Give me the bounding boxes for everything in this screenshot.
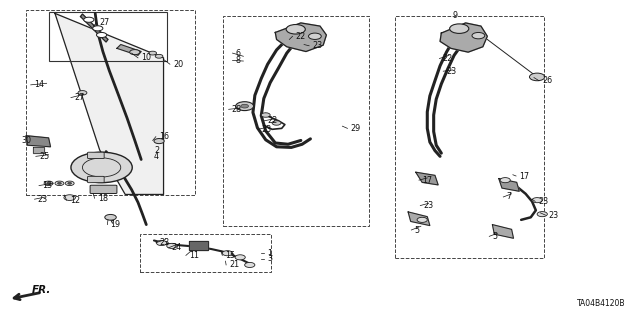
Circle shape <box>55 181 64 186</box>
Polygon shape <box>26 136 51 147</box>
Circle shape <box>272 121 281 125</box>
Text: 23: 23 <box>447 67 456 76</box>
Text: 28: 28 <box>232 105 242 114</box>
Circle shape <box>500 178 510 183</box>
Text: 23: 23 <box>312 41 323 50</box>
Circle shape <box>65 181 74 186</box>
Text: 3: 3 <box>268 254 273 263</box>
Text: 23: 23 <box>424 201 433 210</box>
Circle shape <box>450 24 468 33</box>
Circle shape <box>235 255 245 260</box>
FancyBboxPatch shape <box>88 176 104 183</box>
Circle shape <box>472 33 484 39</box>
Circle shape <box>149 51 157 55</box>
Text: FR.: FR. <box>31 286 51 295</box>
Text: 24: 24 <box>172 243 182 252</box>
Text: 19: 19 <box>111 220 121 229</box>
Text: 5: 5 <box>492 232 497 241</box>
Circle shape <box>244 263 255 268</box>
Text: 1: 1 <box>268 249 273 258</box>
Circle shape <box>130 50 140 55</box>
Text: TA04B4120B: TA04B4120B <box>577 299 625 308</box>
Circle shape <box>58 182 61 184</box>
Circle shape <box>84 17 94 22</box>
Text: 8: 8 <box>236 56 241 65</box>
Text: 12: 12 <box>70 196 80 205</box>
Circle shape <box>167 243 177 249</box>
Circle shape <box>156 54 163 58</box>
Text: 23: 23 <box>261 125 271 134</box>
Circle shape <box>78 91 87 95</box>
Text: 4: 4 <box>154 152 159 161</box>
Text: 14: 14 <box>34 80 44 89</box>
Text: 21: 21 <box>229 260 239 270</box>
Circle shape <box>105 214 116 220</box>
Text: 26: 26 <box>542 76 552 85</box>
Circle shape <box>93 26 103 31</box>
Polygon shape <box>55 13 164 195</box>
Circle shape <box>529 73 545 81</box>
Bar <box>49 12 167 61</box>
Circle shape <box>68 182 72 184</box>
Polygon shape <box>33 147 44 153</box>
Circle shape <box>241 104 248 108</box>
Text: 27: 27 <box>100 19 110 27</box>
Text: 5: 5 <box>415 226 420 234</box>
Circle shape <box>417 217 428 222</box>
Text: 17: 17 <box>422 176 432 185</box>
Text: 23: 23 <box>548 211 559 219</box>
Text: 23: 23 <box>538 197 548 206</box>
Text: 30: 30 <box>21 136 31 145</box>
Text: 9: 9 <box>453 11 458 20</box>
Polygon shape <box>416 172 438 185</box>
Text: 22: 22 <box>443 54 453 63</box>
Polygon shape <box>492 225 513 238</box>
Text: 18: 18 <box>98 194 108 203</box>
Text: 22: 22 <box>296 32 306 41</box>
Text: 20: 20 <box>173 60 183 69</box>
Text: 25: 25 <box>39 152 49 161</box>
Text: 16: 16 <box>159 132 169 141</box>
Circle shape <box>222 251 232 256</box>
Bar <box>140 234 271 272</box>
Text: 7: 7 <box>506 192 511 202</box>
Circle shape <box>286 25 305 34</box>
Text: 15: 15 <box>225 251 236 260</box>
Polygon shape <box>117 45 141 55</box>
FancyBboxPatch shape <box>90 185 117 194</box>
Text: 13: 13 <box>42 181 52 190</box>
Circle shape <box>236 102 253 111</box>
Circle shape <box>44 181 53 186</box>
Circle shape <box>97 33 107 38</box>
Polygon shape <box>499 179 519 191</box>
Text: 2: 2 <box>154 146 159 155</box>
Text: 22: 22 <box>268 116 278 125</box>
Polygon shape <box>440 23 487 52</box>
Circle shape <box>537 211 547 217</box>
Bar <box>26 10 195 195</box>
Bar <box>223 16 369 226</box>
Circle shape <box>64 195 76 200</box>
Circle shape <box>47 182 51 184</box>
Text: 23: 23 <box>38 195 48 204</box>
Circle shape <box>157 241 167 246</box>
Polygon shape <box>275 23 326 51</box>
Circle shape <box>532 197 542 203</box>
Circle shape <box>71 152 132 183</box>
Text: 6: 6 <box>236 48 241 58</box>
Circle shape <box>308 33 321 40</box>
Text: 17: 17 <box>519 172 529 181</box>
Polygon shape <box>189 241 208 250</box>
Polygon shape <box>408 212 430 226</box>
FancyBboxPatch shape <box>88 152 104 159</box>
Text: 10: 10 <box>141 53 151 62</box>
Text: 23: 23 <box>159 238 169 247</box>
Bar <box>396 16 543 258</box>
Polygon shape <box>81 14 108 42</box>
Circle shape <box>154 138 164 144</box>
Text: 11: 11 <box>189 251 199 260</box>
Circle shape <box>261 113 270 117</box>
Text: 27: 27 <box>74 93 84 102</box>
Text: 29: 29 <box>351 124 361 133</box>
